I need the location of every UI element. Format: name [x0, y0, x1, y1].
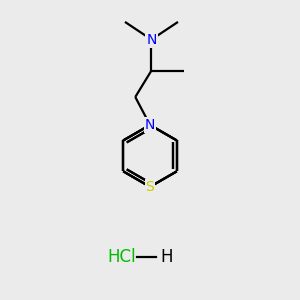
Text: N: N: [145, 118, 155, 132]
Text: N: N: [146, 33, 157, 46]
Text: H: H: [160, 248, 172, 266]
Text: HCl: HCl: [108, 248, 136, 266]
Text: S: S: [146, 180, 154, 194]
